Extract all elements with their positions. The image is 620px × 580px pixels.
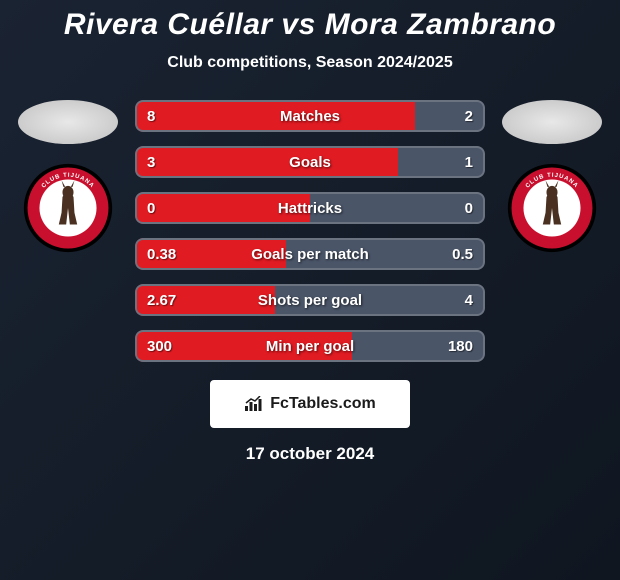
player-left-club-badge: CLUB TIJUANA bbox=[22, 162, 114, 254]
stat-right-value: 0 bbox=[465, 200, 473, 217]
player-right-club-badge: CLUB TIJUANA bbox=[506, 162, 598, 254]
stat-right-fill bbox=[415, 100, 485, 132]
stat-row: 8 2 Matches bbox=[135, 100, 485, 132]
stat-left-value: 3 bbox=[147, 154, 155, 171]
stat-left-value: 0.38 bbox=[147, 246, 176, 263]
player-right-column: CLUB TIJUANA bbox=[497, 100, 607, 254]
stat-label: Shots per goal bbox=[258, 292, 362, 309]
comparison-subtitle: Club competitions, Season 2024/2025 bbox=[167, 54, 452, 72]
stat-row: 0.38 0.5 Goals per match bbox=[135, 238, 485, 270]
stat-label: Hattricks bbox=[278, 200, 342, 217]
stat-left-value: 300 bbox=[147, 338, 172, 355]
attribution-badge: FcTables.com bbox=[210, 380, 410, 428]
stat-row: 2.67 4 Shots per goal bbox=[135, 284, 485, 316]
stat-row: 0 0 Hattricks bbox=[135, 192, 485, 224]
stat-label: Goals per match bbox=[251, 246, 369, 263]
stat-right-value: 4 bbox=[465, 292, 473, 309]
attribution-label: FcTables.com bbox=[270, 395, 376, 413]
stat-row: 300 180 Min per goal bbox=[135, 330, 485, 362]
stat-right-value: 2 bbox=[465, 108, 473, 125]
stat-right-value: 0.5 bbox=[452, 246, 473, 263]
chart-icon bbox=[244, 396, 264, 412]
comparison-title: Rivera Cuéllar vs Mora Zambrano bbox=[64, 8, 556, 42]
stat-label: Goals bbox=[289, 154, 331, 171]
stat-left-value: 0 bbox=[147, 200, 155, 217]
stat-right-value: 180 bbox=[448, 338, 473, 355]
player-left-column: CLUB TIJUANA bbox=[13, 100, 123, 254]
club-tijuana-icon: CLUB TIJUANA bbox=[22, 162, 114, 254]
club-tijuana-icon: CLUB TIJUANA bbox=[506, 162, 598, 254]
player-left-avatar bbox=[18, 100, 118, 144]
stat-left-fill bbox=[135, 146, 398, 178]
comparison-date: 17 october 2024 bbox=[246, 444, 375, 464]
stat-label: Min per goal bbox=[266, 338, 354, 355]
stats-column: 8 2 Matches 3 1 Goals 0 0 Hattricks 0.38 0.5 Goals … bbox=[135, 100, 485, 362]
stat-left-fill bbox=[135, 100, 415, 132]
player-right-avatar bbox=[502, 100, 602, 144]
stat-left-value: 8 bbox=[147, 108, 155, 125]
stat-left-value: 2.67 bbox=[147, 292, 176, 309]
stat-row: 3 1 Goals bbox=[135, 146, 485, 178]
stat-right-value: 1 bbox=[465, 154, 473, 171]
comparison-body: CLUB TIJUANA 8 2 Matches 3 1 Goals 0 0 Hattricks… bbox=[0, 100, 620, 362]
stat-label: Matches bbox=[280, 108, 340, 125]
